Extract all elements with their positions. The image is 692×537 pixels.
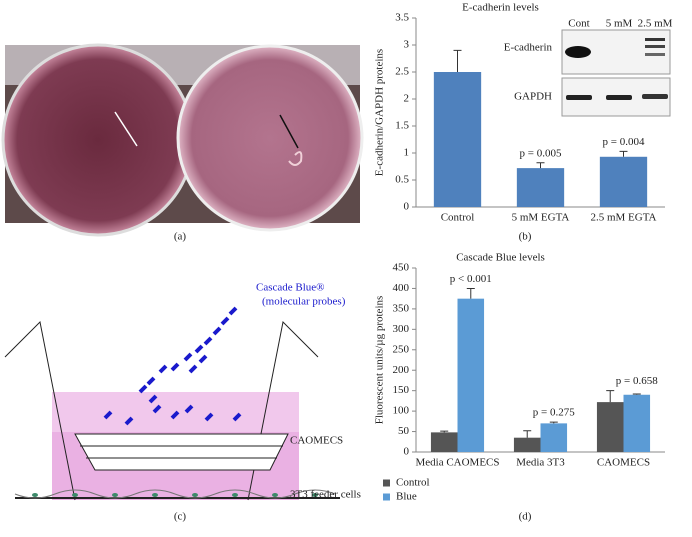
y-tick-label: 3.5 [395,12,409,24]
y-tick-label: 3 [404,39,410,51]
annotation: p < 0.001 [450,273,492,285]
y-tick-label: 100 [393,405,410,417]
error-bar [536,162,545,169]
error-bar [632,393,641,395]
error-bar [466,287,475,299]
error-bar [440,430,449,433]
x-tick-label: Media 3T3 [516,457,565,469]
chart-title: E-cadherin levels [462,2,539,14]
panel-label: (a) [174,231,187,243]
bar [433,72,482,207]
error-bar [453,49,462,72]
panel-label: (d) [519,511,532,523]
x-tick-label: 2.5 mM EGTA [590,212,656,224]
panel-label: (c) [174,511,187,523]
error-bar [606,390,615,403]
blot-lane: 5 mM [606,18,633,30]
blot-row: E-cadherin [504,42,553,54]
y-tick-label: 1 [404,147,410,159]
y-tick-label: 350 [393,302,410,314]
chart-title: Cascade Blue levels [456,252,545,264]
y-tick-label: 50 [398,425,410,437]
blot-lane: Cont [568,18,589,30]
x-tick-label: Control [441,212,475,224]
annotation: p = 0.658 [616,375,658,387]
probe-note: (molecular probes) [262,296,346,308]
x-tick-label: 5 mM EGTA [512,212,570,224]
y-tick-label: 0.5 [395,174,409,186]
legend-swatch [383,493,390,501]
bar [623,394,651,452]
y-tick-label: 2 [404,93,410,105]
error-bar [549,421,558,424]
probe-label: Cascade Blue® [256,282,325,294]
y-tick-label: 1.5 [395,120,409,132]
bar [430,432,458,452]
y-tick-label: 150 [393,384,410,396]
y-tick-label: 250 [393,343,410,355]
error-bar [523,430,532,438]
bar [596,402,624,452]
y-tick-label: 300 [393,323,410,335]
y-tick-label: 200 [393,364,410,376]
bar [540,423,568,452]
y-tick-label: 2.5 [395,66,409,78]
annotation: p = 0.004 [603,136,645,148]
y-axis-label: Fluorescent units/µg proteins [374,296,386,425]
x-tick-label: Media CAOMECS [415,457,499,469]
y-tick-label: 0 [404,201,410,213]
error-bar [619,150,628,157]
bar [516,168,565,207]
y-tick-label: 450 [393,262,410,274]
y-tick-label: 0 [404,446,410,458]
blot-lane: 2.5 mM [638,18,673,30]
panel-label: (b) [519,231,532,243]
legend-label: Control [396,477,430,489]
y-axis-label: E-cadherin/GAPDH proteins [374,49,386,176]
annotation: p = 0.005 [520,147,562,159]
blot: Cont 5 mM 2.5 mM E-cadherin GAPDH [504,18,673,117]
bar [513,437,541,452]
legend-label: Blue [396,491,417,503]
photo [1,43,364,237]
x-tick-label: CAOMECS [597,457,650,469]
feeder-label: 3T3 feeder cells [290,489,361,501]
diagram: Cascade Blue® (molecular probes) CAOMECS… [4,282,361,501]
bar [457,298,485,452]
annotation: p = 0.275 [533,407,575,419]
y-tick-label: 400 [393,282,410,294]
blot-row: GAPDH [514,91,552,103]
legend-swatch [383,479,390,487]
bar [599,156,648,207]
layer-label: CAOMECS [290,435,343,447]
